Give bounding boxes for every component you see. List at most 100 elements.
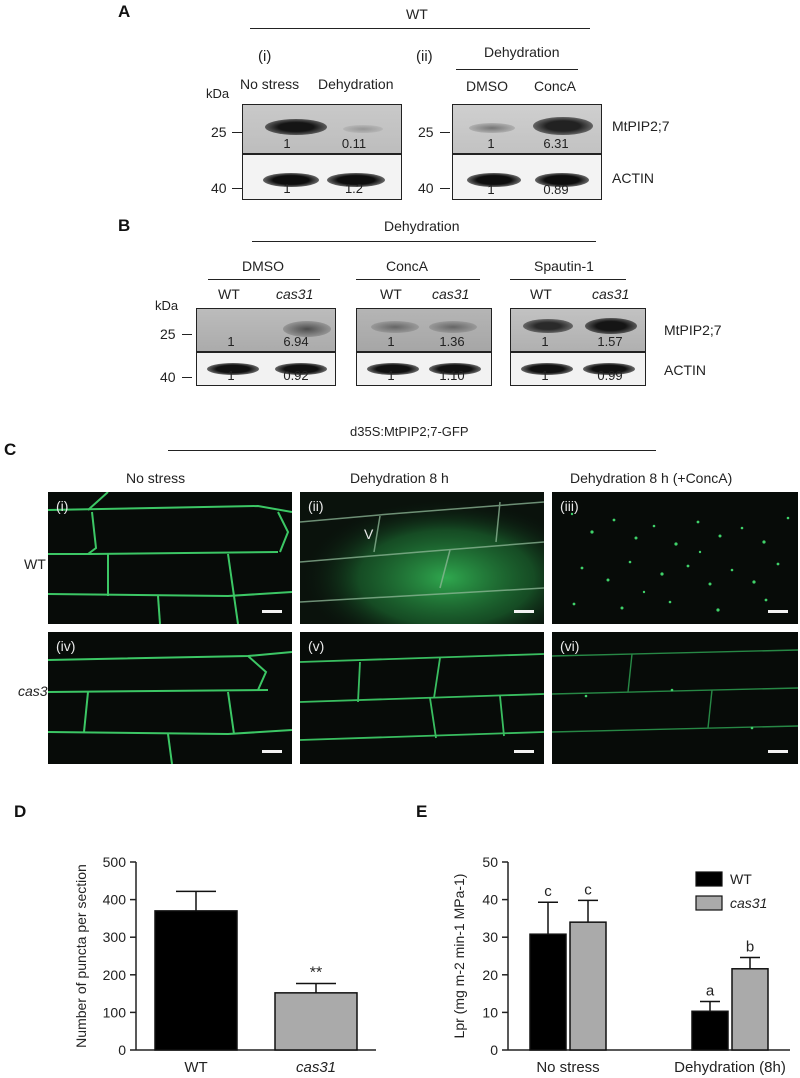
mw-tick xyxy=(232,188,242,189)
panel-a-ii-mw-40: 40 xyxy=(418,180,434,196)
panel-a-ii-condition-line xyxy=(456,69,578,70)
scale-bar xyxy=(262,750,282,753)
mw-tick xyxy=(182,334,192,335)
blot-value: 1 xyxy=(541,368,549,383)
band xyxy=(367,363,419,375)
panel-b-lane: cas31 xyxy=(276,286,314,302)
blot-a-ii-target xyxy=(452,104,602,154)
band xyxy=(371,321,419,333)
band xyxy=(275,363,327,375)
subpanel-label: (iii) xyxy=(560,498,579,514)
band xyxy=(265,119,327,135)
y-tick-label: 500 xyxy=(103,854,127,870)
panel-a-lane-dmso: DMSO xyxy=(466,78,508,94)
panel-a-label: A xyxy=(118,2,131,21)
legend-swatch xyxy=(695,871,723,887)
micrograph-wt-dehydration-conca: (iii) xyxy=(552,492,798,624)
blot-b-dmso-actin xyxy=(196,352,336,386)
band xyxy=(429,363,481,375)
blot-value: 6.31 xyxy=(543,136,569,151)
band xyxy=(429,321,477,333)
bar xyxy=(731,968,769,1051)
panel-b-dmso-line xyxy=(208,279,320,280)
panel-b-conca-line xyxy=(356,279,480,280)
y-tick-label: 30 xyxy=(482,929,498,945)
legend-label: cas31 xyxy=(730,895,767,911)
band xyxy=(583,363,635,375)
panel-c-construct-line xyxy=(168,450,656,451)
panel-a-lane-dehydration: Dehydration xyxy=(318,76,394,92)
panel-e-label: E xyxy=(416,802,428,821)
blot-value: 1.2 xyxy=(344,181,364,196)
band xyxy=(585,318,637,334)
blot-value: 0.99 xyxy=(597,368,623,383)
subpanel-label: (ii) xyxy=(308,498,324,514)
bar xyxy=(569,921,607,1051)
y-axis-label: Lpr (mg m-2 min-1 MPa-1) xyxy=(451,874,467,1039)
panel-a-ii-condition: Dehydration xyxy=(484,44,560,60)
panel-b-mw-25: 25 xyxy=(160,326,176,342)
bar xyxy=(274,992,358,1051)
panel-b-conca: ConcA xyxy=(386,258,429,274)
blot-b-conca-actin xyxy=(356,352,492,386)
subpanel-label: (v) xyxy=(308,638,325,654)
panel-a-group-title: WT xyxy=(406,6,428,22)
bar xyxy=(529,933,567,1051)
panel-c-row-wt: WT xyxy=(24,556,46,572)
panel-b-lane: cas31 xyxy=(592,286,630,302)
panel-c-col-dehydration-conca: Dehydration 8 h (+ConcA) xyxy=(570,470,733,486)
x-tick-label: WT xyxy=(184,1059,207,1076)
y-axis-label: Number of puncta per section xyxy=(73,864,89,1048)
legend-label: WT xyxy=(730,871,752,887)
panel-b-lane: WT xyxy=(380,286,402,302)
blot-value: 1 xyxy=(227,368,235,383)
significance-label: ** xyxy=(310,964,322,981)
blot-value: 1 xyxy=(487,182,495,197)
mw-tick xyxy=(232,132,242,133)
band xyxy=(523,319,573,333)
blot-value: 0.11 xyxy=(341,136,367,151)
x-tick-label: No stress xyxy=(536,1059,599,1076)
y-tick-label: 0 xyxy=(118,1042,126,1058)
y-tick-label: 10 xyxy=(482,1004,498,1020)
blot-value: 1.10 xyxy=(439,368,465,383)
blot-value: 1 xyxy=(283,136,291,151)
band xyxy=(263,173,319,187)
subpanel-label: (iv) xyxy=(56,638,76,654)
blot-value: 1 xyxy=(487,136,495,151)
scale-bar xyxy=(768,750,788,753)
blot-b-conca-target xyxy=(356,308,492,352)
y-tick-label: 300 xyxy=(103,929,127,945)
blot-value: 1 xyxy=(541,334,549,349)
cell-outline-pattern xyxy=(300,653,544,741)
chart-e: 0 10 20 30 40 50 c c No stress a b Dehydration (8h)… xyxy=(451,854,790,1076)
blot-value: 1 xyxy=(387,368,395,383)
panel-b-actin-label: ACTIN xyxy=(664,362,706,378)
blot-b-spautin-target xyxy=(510,308,646,352)
band xyxy=(343,125,383,133)
panel-a-ii-label: (ii) xyxy=(416,48,433,65)
legend-swatch xyxy=(695,895,723,911)
blot-value: 1.57 xyxy=(597,334,623,349)
cell-outline-pattern xyxy=(48,492,292,624)
band xyxy=(327,173,385,187)
blot-a-i-target xyxy=(242,104,402,154)
band xyxy=(521,363,573,375)
significance-letter: c xyxy=(544,883,552,900)
y-tick-label: 200 xyxy=(103,967,127,983)
bar xyxy=(154,910,238,1051)
panel-b-target-label: MtPIP2;7 xyxy=(664,322,722,338)
blot-a-i-actin xyxy=(242,154,402,200)
mw-tick xyxy=(182,377,192,378)
cell-outline-pattern xyxy=(48,651,292,764)
panel-b-spautin-line xyxy=(510,279,626,280)
panel-b-dmso: DMSO xyxy=(242,258,284,274)
panel-d-label: D xyxy=(14,802,27,821)
micrograph-cas31-dehydration: (v) xyxy=(300,632,544,764)
significance-letter: a xyxy=(706,982,715,999)
bar xyxy=(691,1010,729,1051)
band xyxy=(533,117,593,135)
scale-bar xyxy=(262,610,282,613)
scale-bar xyxy=(514,750,534,753)
panel-a-i-label: (i) xyxy=(258,48,272,65)
